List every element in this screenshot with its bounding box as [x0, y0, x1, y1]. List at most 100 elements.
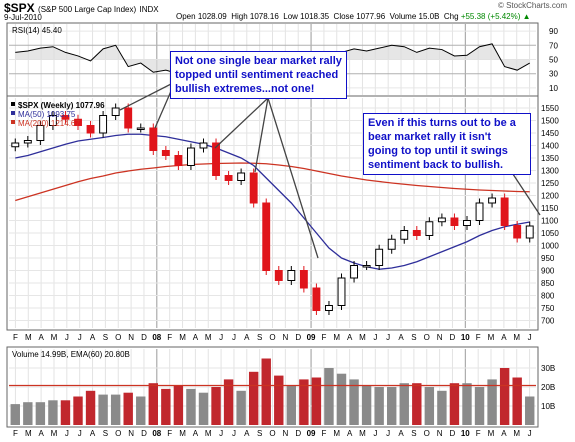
- volume-bar: [85, 390, 96, 425]
- x-tick-label: M: [488, 333, 495, 342]
- candle-body: [488, 197, 497, 204]
- volume-bar: [399, 383, 409, 425]
- x-tick-label: J: [528, 333, 532, 342]
- candle-body: [199, 142, 208, 149]
- y-tick-label: 1000: [541, 242, 559, 251]
- high-value: 1078.16: [249, 12, 279, 21]
- candle-body: [224, 175, 233, 181]
- volume-bar: [48, 400, 58, 425]
- candle-body: [249, 172, 258, 204]
- y-tick-label: 1350: [541, 154, 559, 163]
- volume-bar: [286, 385, 297, 425]
- x-tick-label: D: [141, 333, 147, 342]
- volume-bar: [311, 377, 322, 425]
- y-tick-label: 950: [541, 254, 555, 263]
- candle-body: [161, 150, 170, 156]
- chart-header: $SPX (S&P 500 Large Cap Index) INDX 9-Ju…: [0, 0, 575, 22]
- candle-body: [74, 118, 82, 126]
- volume-bar: [60, 400, 71, 425]
- x-tick-label: D: [295, 429, 301, 438]
- volume-bar: [110, 394, 121, 425]
- candle-body: [11, 142, 20, 148]
- legend-entry: $SPX (Weekly) 1077.96: [18, 101, 105, 110]
- volume-bar: [525, 396, 535, 425]
- candle-body: [212, 142, 220, 176]
- volume-bar: [10, 404, 20, 425]
- candle-body: [375, 248, 384, 266]
- y-tick-label: 1200: [541, 192, 559, 201]
- x-tick-label: J: [373, 429, 377, 438]
- volume-bar: [261, 358, 271, 425]
- volume-bar: [361, 385, 372, 425]
- x-tick-label: 08: [152, 333, 161, 342]
- x-tick-label: M: [513, 429, 520, 438]
- volume-label: Volume 14.99B, EMA(60) 20.80B: [12, 350, 130, 359]
- legend-swatch: [11, 120, 15, 124]
- x-tick-label: J: [232, 429, 236, 438]
- watermark: © StockCharts.com: [497, 1, 567, 10]
- annotation-line: going to top until it swings: [368, 145, 508, 157]
- volume-bar: [274, 375, 284, 425]
- volume-tick-label: 10B: [541, 402, 555, 411]
- y-tick-label: 1500: [541, 117, 559, 126]
- x-tick-label: 08: [152, 429, 161, 438]
- volume-bar: [349, 379, 359, 425]
- x-tick-label: J: [78, 333, 82, 342]
- x-tick-label: A: [398, 333, 404, 342]
- x-tick-label: S: [257, 333, 262, 342]
- candle-body: [463, 220, 471, 226]
- x-tick-label: J: [373, 333, 377, 342]
- legend-swatch: [11, 102, 15, 106]
- x-tick-label: M: [513, 333, 520, 342]
- x-tick-label: 10: [461, 429, 470, 438]
- candle-body: [350, 265, 359, 279]
- close-value: 1077.96: [356, 12, 386, 21]
- x-tick-label: A: [193, 333, 199, 342]
- x-tick-label: A: [501, 429, 507, 438]
- x-tick-label: M: [25, 333, 32, 342]
- volume-bar: [73, 396, 83, 425]
- volume-bar: [437, 390, 447, 425]
- volume-bar: [487, 379, 497, 425]
- x-tick-label: D: [450, 333, 456, 342]
- x-tick-label: F: [167, 333, 172, 342]
- x-tick-label: M: [179, 333, 186, 342]
- x-tick-label: A: [90, 333, 96, 342]
- x-tick-label: F: [476, 333, 481, 342]
- legend-entry: MA(200) 1214.67: [18, 119, 80, 128]
- annotation-line: bullish extremes...not one!: [175, 83, 315, 95]
- axis-labels: FFMMAAMMJJJJAASSOONNDD0808FFMMAAMMJJJJAA…: [13, 27, 559, 438]
- volume-bar: [299, 379, 309, 425]
- candle-body: [412, 230, 421, 236]
- x-tick-label: N: [128, 333, 134, 342]
- x-tick-label: J: [528, 429, 532, 438]
- x-tick-label: M: [488, 429, 495, 438]
- candle-body: [287, 270, 296, 281]
- x-tick-label: N: [437, 333, 443, 342]
- candle-body: [325, 305, 333, 311]
- x-tick-label: N: [128, 429, 134, 438]
- y-tick-label: 1550: [541, 104, 559, 113]
- candle-body: [174, 155, 183, 166]
- x-tick-label: A: [398, 429, 404, 438]
- y-tick-label: 1100: [541, 217, 559, 226]
- x-tick-label: M: [25, 429, 32, 438]
- candle-body: [312, 287, 321, 311]
- candle-body: [400, 230, 409, 240]
- exchange-label: INDX: [139, 5, 159, 14]
- volume-bar: [123, 392, 133, 425]
- legend-entry: MA(50) 1093.75: [18, 110, 76, 119]
- x-tick-label: A: [38, 333, 44, 342]
- x-tick-label: O: [115, 429, 121, 438]
- volume-bar: [512, 377, 522, 425]
- volume-bar: [23, 402, 33, 425]
- x-tick-label: M: [51, 333, 58, 342]
- candle-body: [262, 202, 271, 271]
- volume-bar: [148, 383, 159, 425]
- x-tick-label: F: [476, 429, 481, 438]
- candle-body: [48, 115, 57, 126]
- volume-bar: [499, 368, 510, 425]
- x-tick-label: A: [347, 333, 353, 342]
- x-tick-label: S: [103, 333, 108, 342]
- x-tick-label: A: [90, 429, 96, 438]
